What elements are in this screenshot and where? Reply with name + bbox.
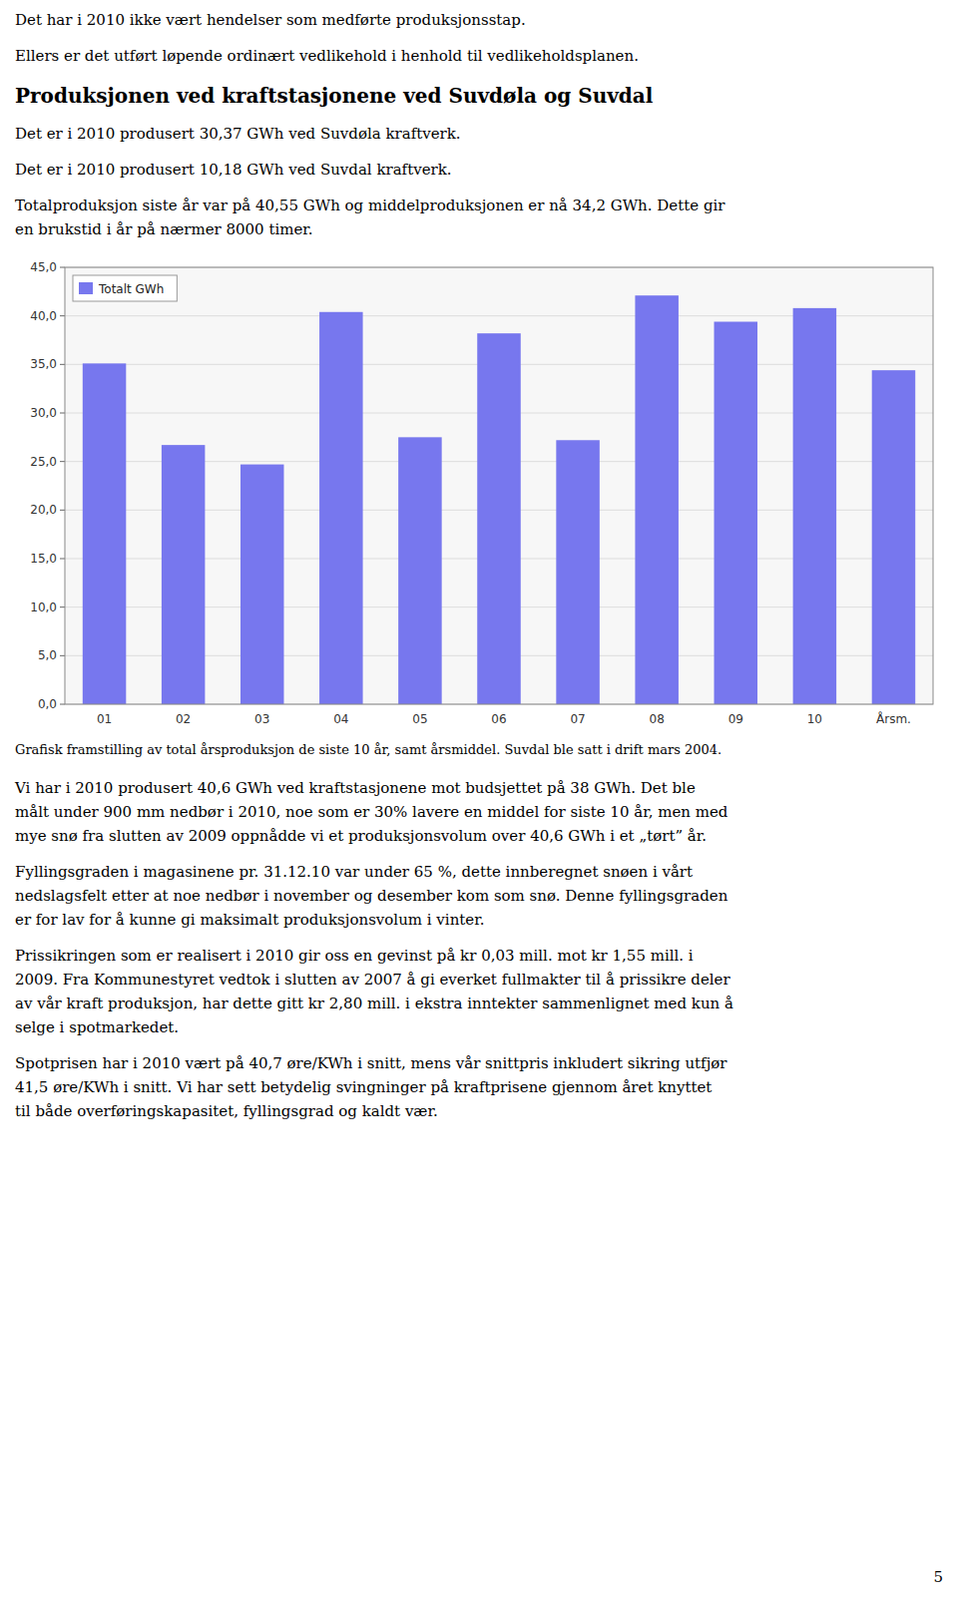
y-axis: 0,0 5,0 10,0 15,0 20,0 25,0 30,0 35,0 40,0 45,0 [29, 260, 934, 712]
tick-label: 20,0 [29, 502, 57, 517]
legend-swatch [78, 282, 93, 295]
paragraph: Det har i 2010 ikke vært hendelser som m… [14, 7, 944, 32]
legend: Totalt GWh [72, 275, 177, 302]
bar [82, 363, 127, 705]
text-line: er for lav for å kunne gi maksimalt prod… [14, 908, 944, 933]
tick-mark [59, 655, 65, 657]
bar [793, 308, 838, 705]
tick-mark [59, 267, 65, 269]
tick-label: 04 [333, 712, 349, 727]
text-line: Ellers er det utført løpende ordinært ve… [14, 43, 944, 68]
tick-label: 03 [254, 712, 270, 727]
tick-label: 08 [649, 712, 665, 727]
text-line: Det er i 2010 produsert 30,37 GWh ved Su… [14, 121, 944, 146]
bar [714, 322, 759, 705]
text-line: selge i spotmarkedet. [14, 1015, 944, 1040]
plot-background [64, 267, 934, 705]
tick-label: 15,0 [29, 551, 57, 566]
tick-label: 01 [96, 712, 112, 727]
text-line: Fyllingsgraden i magasinene pr. 31.12.10… [14, 860, 944, 885]
legend-box [72, 275, 177, 302]
text-line: til både overføringskapasitet, fyllingsg… [14, 1099, 944, 1124]
tick-label: 02 [175, 712, 191, 727]
text-line: Totalproduksjon siste år var på 40,55 GW… [14, 193, 944, 218]
tick-mark [59, 461, 65, 463]
paragraph: Fyllingsgraden i magasinene pr. 31.12.10… [14, 860, 944, 933]
tick-label: 40,0 [29, 309, 57, 324]
tick-mark [59, 315, 65, 317]
tick-mark [59, 413, 65, 415]
page-number: 5 [933, 1568, 944, 1587]
tick-label: 06 [490, 712, 506, 727]
paragraph: Det er i 2010 produsert 10,18 GWh ved Su… [14, 157, 944, 182]
tick-label: 10 [807, 712, 823, 727]
tick-label: 30,0 [29, 406, 57, 421]
text-line: Det har i 2010 ikke vært hendelser som m… [14, 7, 944, 32]
tick-label: 25,0 [29, 455, 57, 470]
text-line: Det er i 2010 produsert 10,18 GWh ved Su… [14, 157, 944, 182]
x-axis: 01 02 03 04 05 06 07 08 09 10 Årsm. [96, 711, 912, 727]
tick-label: 5,0 [37, 648, 57, 663]
text-line: 41,5 øre/KWh i snitt. Vi har sett betyde… [14, 1075, 944, 1100]
paragraph: Det er i 2010 produsert 30,37 GWh ved Su… [14, 121, 944, 146]
text-line: av vår kraft produksjon, har dette gitt … [14, 991, 944, 1016]
tick-label: 45,0 [29, 260, 57, 275]
bar [240, 465, 285, 705]
tick-mark [59, 704, 65, 706]
tick-mark [59, 558, 65, 560]
paragraph: Ellers er det utført løpende ordinært ve… [14, 43, 944, 68]
plot-frame [64, 267, 934, 705]
tick-label: 07 [569, 712, 585, 727]
paragraph: Totalproduksjon siste år var på 40,55 GW… [14, 193, 944, 242]
paragraph: Spotprisen har i 2010 vært på 40,7 øre/K… [14, 1051, 944, 1124]
bars [82, 295, 916, 705]
paragraph: Prissikringen som er realisert i 2010 gi… [14, 944, 944, 1040]
tick-label: 10,0 [29, 600, 57, 615]
text-line: nedslagsfelt etter at noe nedbør i novem… [14, 884, 944, 909]
tick-label: 0,0 [37, 697, 57, 712]
bar [398, 437, 443, 705]
caption: Grafisk framstilling av total årsproduks… [14, 740, 944, 761]
text-line: mye snø fra slutten av 2009 oppnådde vi … [14, 824, 944, 849]
legend-label: Totalt GWh [97, 282, 164, 297]
tick-label: 09 [728, 712, 744, 727]
tick-label: Årsm. [876, 711, 912, 727]
bar [555, 440, 600, 705]
bar [477, 333, 521, 705]
tick-mark [59, 364, 65, 366]
bar [872, 370, 917, 705]
text-line: målt under 900 mm nedbør i 2010, noe som… [14, 800, 944, 825]
text-line: en brukstid i år på nærmer 8000 timer. [14, 217, 944, 242]
paragraph: Vi har i 2010 produsert 40,6 GWh ved kra… [14, 776, 944, 849]
text-line: 2009. Fra Kommunestyret vedtok i slutten… [14, 967, 944, 992]
tick-label: 05 [412, 712, 428, 727]
text-line: Vi har i 2010 produsert 40,6 GWh ved kra… [14, 776, 944, 801]
bar [319, 312, 364, 705]
tick-label: 35,0 [29, 357, 57, 372]
bar [634, 295, 679, 705]
bar [161, 445, 206, 705]
heading: Produksjonen ved kraftstasjonene ved Suv… [14, 83, 944, 108]
bar-chart: 0,0 5,0 10,0 15,0 20,0 25,0 30,0 35,0 40,0 45,0 01… [14, 255, 944, 735]
text-line: Spotprisen har i 2010 vært på 40,7 øre/K… [14, 1051, 944, 1076]
tick-mark [59, 606, 65, 608]
page: Det har i 2010 ikke vært hendelser som m… [0, 0, 958, 1124]
text-line: Prissikringen som er realisert i 2010 gi… [14, 944, 944, 968]
tick-mark [59, 509, 65, 511]
